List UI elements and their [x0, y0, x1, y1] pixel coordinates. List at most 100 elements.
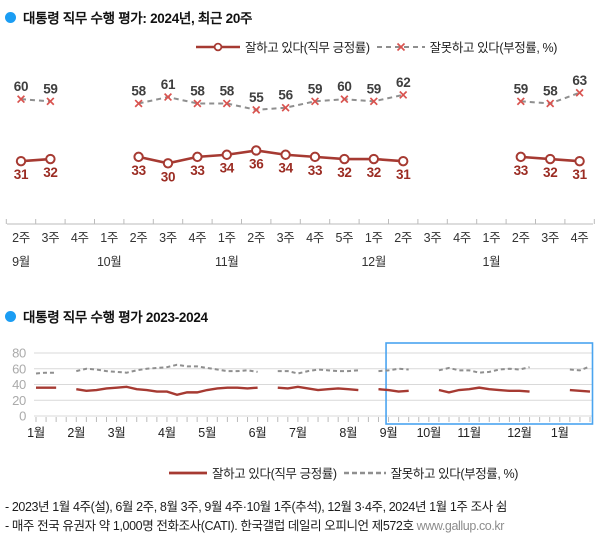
legend-positive: 잘하고 있다(직무 긍정률)	[195, 37, 370, 56]
svg-text:3월: 3월	[108, 426, 126, 440]
svg-text:3주: 3주	[41, 231, 59, 245]
svg-text:33: 33	[308, 163, 323, 178]
svg-text:1주: 1주	[365, 231, 383, 245]
svg-text:33: 33	[514, 163, 529, 178]
svg-text:20: 20	[12, 393, 26, 408]
svg-text:32: 32	[43, 165, 57, 180]
svg-text:1월: 1월	[482, 255, 500, 269]
svg-text:1월: 1월	[27, 426, 45, 440]
svg-text:10월: 10월	[417, 426, 442, 440]
svg-text:9월: 9월	[12, 255, 30, 269]
svg-text:58: 58	[190, 83, 205, 98]
svg-text:55: 55	[249, 90, 264, 105]
svg-text:6월: 6월	[249, 426, 267, 440]
legend-negative-label: 잘못하고 있다(부정률, %)	[390, 467, 519, 481]
svg-text:36: 36	[249, 156, 264, 171]
chart2-title: 대통령 직무 수행 평가 2023-2024	[23, 310, 208, 325]
svg-text:3주: 3주	[424, 231, 442, 245]
svg-text:2주: 2주	[394, 231, 412, 245]
footnote-line1: - 2023년 1월 4주(설), 6월 2주, 8월 3주, 9월 4주·10…	[5, 500, 507, 514]
gallup-url[interactable]: www.gallup.co.kr	[416, 519, 505, 533]
series-negative: 60 59 58 61 58 58 55 56 59 60 59 62 59 58 63	[14, 73, 588, 114]
series-positive	[36, 385, 591, 396]
svg-text:58: 58	[220, 83, 235, 98]
dashed-line-x-icon	[376, 42, 425, 51]
svg-text:30: 30	[161, 169, 175, 184]
chart2-legend: 잘하고 있다(직무 긍정률) 잘못하고 있다(부정률, %)	[168, 463, 518, 482]
svg-text:63: 63	[572, 73, 587, 88]
chart1-title: 대통령 직무 수행 평가: 2024년, 최근 20주	[23, 11, 253, 26]
svg-text:59: 59	[43, 81, 57, 96]
recent-20-weeks-line-chart: 2주 3주 4주 1주 2주 3주 4주 1주 2주 3주 4주 5주 1주 2주 3주 4주 1주 2주 3주 4주…	[5, 73, 595, 269]
svg-text:59: 59	[367, 81, 381, 96]
svg-text:34: 34	[278, 161, 293, 176]
svg-text:32: 32	[337, 165, 351, 180]
svg-text:58: 58	[131, 83, 146, 98]
svg-text:59: 59	[308, 81, 322, 96]
svg-text:32: 32	[543, 165, 557, 180]
svg-text:2주: 2주	[247, 231, 265, 245]
svg-text:34: 34	[220, 161, 235, 176]
svg-text:31: 31	[572, 167, 587, 182]
section2-header: 대통령 직무 수행 평가 2023-2024	[5, 306, 208, 326]
svg-text:3주: 3주	[541, 231, 559, 245]
section1-header: 대통령 직무 수행 평가: 2024년, 최근 20주	[5, 7, 252, 27]
legend-negative-label: 잘못하고 있다(부정률, %)	[429, 41, 558, 55]
svg-text:60: 60	[14, 79, 28, 94]
svg-text:9월: 9월	[380, 426, 398, 440]
svg-text:2주: 2주	[130, 231, 148, 245]
svg-text:4주: 4주	[453, 231, 471, 245]
svg-text:2주: 2주	[512, 231, 530, 245]
svg-text:12월: 12월	[362, 255, 387, 269]
svg-text:56: 56	[278, 88, 293, 103]
svg-text:11월: 11월	[457, 426, 481, 440]
svg-text:58: 58	[543, 83, 558, 98]
svg-text:4주: 4주	[571, 231, 589, 245]
svg-text:32: 32	[367, 165, 381, 180]
svg-text:8월: 8월	[339, 426, 357, 440]
svg-text:33: 33	[190, 163, 205, 178]
svg-text:60: 60	[12, 361, 26, 376]
legend-positive-label: 잘하고 있다(직무 긍정률)	[212, 467, 337, 481]
solid-line-circle-icon	[196, 42, 240, 51]
svg-text:2주: 2주	[12, 231, 30, 245]
series-negative	[35, 363, 591, 375]
svg-text:3주: 3주	[277, 231, 295, 245]
svg-text:4주: 4주	[71, 231, 89, 245]
svg-text:5주: 5주	[335, 231, 353, 245]
svg-text:7월: 7월	[289, 426, 307, 440]
svg-text:1월: 1월	[551, 426, 569, 440]
chart1-legend: 잘하고 있다(직무 긍정률) 잘못하고 있다(부정률, %)	[195, 37, 557, 56]
svg-text:4월: 4월	[158, 426, 176, 440]
svg-text:31: 31	[396, 167, 411, 182]
svg-text:1주: 1주	[218, 231, 236, 245]
solid-line-icon	[169, 471, 207, 474]
svg-text:40: 40	[12, 377, 26, 392]
svg-text:1주: 1주	[482, 231, 500, 245]
svg-text:4주: 4주	[188, 231, 206, 245]
svg-text:5월: 5월	[198, 426, 216, 440]
svg-text:80: 80	[12, 346, 26, 361]
dashed-line-icon	[343, 471, 386, 474]
svg-text:1주: 1주	[100, 231, 118, 245]
legend-positive-label: 잘하고 있다(직무 긍정률)	[245, 41, 370, 55]
svg-text:60: 60	[337, 79, 351, 94]
series-positive: 31 32 33 30 33 34 36 34 33 32 32 31 33 32 31	[14, 145, 588, 184]
svg-text:31: 31	[14, 167, 29, 182]
svg-text:2월: 2월	[67, 426, 85, 440]
svg-text:11월: 11월	[215, 255, 239, 269]
svg-text:59: 59	[514, 81, 528, 96]
legend-negative: 잘못하고 있다(부정률, %)	[376, 37, 557, 56]
svg-text:10월: 10월	[97, 255, 122, 269]
svg-text:61: 61	[161, 77, 176, 92]
svg-text:4주: 4주	[306, 231, 324, 245]
svg-text:3주: 3주	[159, 231, 177, 245]
legend-positive: 잘하고 있다(직무 긍정률)	[168, 463, 337, 482]
svg-text:12월: 12월	[507, 426, 532, 440]
recent-period-highlight	[385, 342, 594, 425]
blue-bullet-icon	[5, 11, 16, 23]
footnote-line2: - 매주 전국 유권자 약 1,000명 전화조사(CATI). 한국갤럽 데일…	[5, 517, 504, 536]
svg-text:62: 62	[396, 75, 410, 90]
